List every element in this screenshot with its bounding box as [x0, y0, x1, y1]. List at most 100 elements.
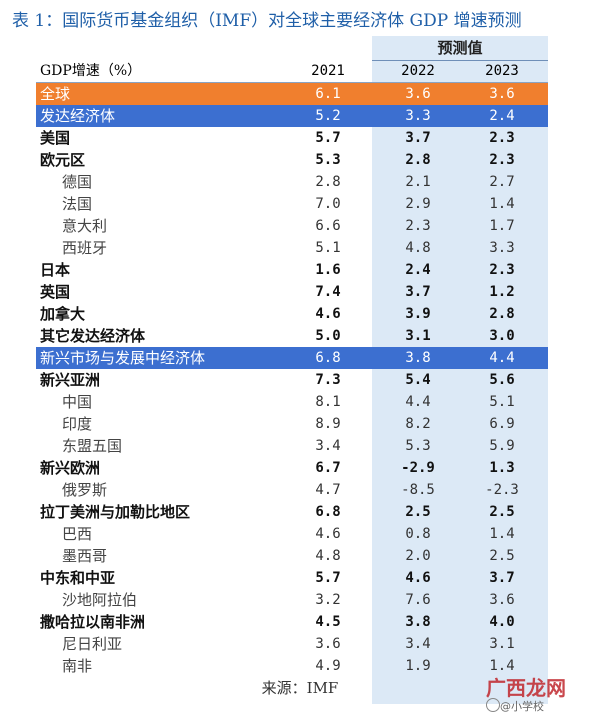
- row-label: 发达经济体: [40, 107, 116, 125]
- forecast-column-background: [372, 36, 548, 704]
- row-label: 日本: [40, 261, 71, 279]
- value-2021: 8.1: [315, 394, 341, 410]
- value-2023: 1.3: [489, 460, 515, 476]
- row-label: 俄罗斯: [62, 481, 108, 499]
- table-row: 印度 8.9 8.2 6.9: [36, 413, 548, 435]
- row-label: 德国: [62, 173, 93, 191]
- value-2023: 1.4: [489, 196, 515, 212]
- value-2023: 5.1: [489, 394, 515, 410]
- value-2023: 1.2: [489, 284, 515, 300]
- table-row: 欧元区 5.3 2.8 2.3: [36, 149, 548, 171]
- table-row: 日本 1.6 2.4 2.3: [36, 259, 548, 281]
- table-body: 全球 6.1 3.6 3.6 发达经济体 5.2 3.3 2.4 美国 5.7 3.7 2.3 欧…: [36, 83, 548, 677]
- value-2021: 5.7: [315, 570, 341, 586]
- value-2022: 3.9: [405, 306, 431, 322]
- value-2021: 5.0: [315, 328, 341, 344]
- forecast-header-divider: [372, 60, 548, 61]
- table-row: 其它发达经济体 5.0 3.1 3.0: [36, 325, 548, 347]
- table-row: 意大利 6.6 2.3 1.7: [36, 215, 548, 237]
- value-2022: 3.8: [405, 350, 431, 366]
- value-2021: 5.7: [315, 130, 341, 146]
- value-2023: 2.5: [489, 504, 515, 520]
- value-2021: 4.9: [315, 658, 341, 674]
- indicator-header: GDP增速（%）: [40, 63, 142, 79]
- source-note: 来源：IMF: [261, 679, 339, 697]
- value-2023: 1.4: [489, 526, 515, 542]
- value-2022: 5.4: [405, 372, 431, 388]
- table-title: 表 1：国际货币基金组织（IMF）对全球主要经济体 GDP 增速预测: [12, 11, 522, 31]
- value-2022: 3.4: [405, 636, 431, 652]
- value-2022: 3.1: [405, 328, 431, 344]
- year-header-2022: 2022: [401, 63, 435, 79]
- watermark-logo-text: 广西龙网: [486, 676, 566, 700]
- value-2021: 7.3: [315, 372, 341, 388]
- table-row: 德国 2.8 2.1 2.7: [36, 171, 548, 193]
- table-row: 西班牙 5.1 4.8 3.3: [36, 237, 548, 259]
- value-2021: 6.8: [315, 504, 341, 520]
- row-label: 巴西: [62, 525, 93, 543]
- table-row: 新兴市场与发展中经济体 6.8 3.8 4.4: [36, 347, 548, 369]
- table-row: 加拿大 4.6 3.9 2.8: [36, 303, 548, 325]
- row-label: 新兴欧洲: [40, 459, 101, 477]
- value-2021: 4.5: [315, 614, 341, 630]
- watermark: 广西龙网 @小学校: [486, 672, 596, 720]
- row-label: 欧元区: [40, 151, 86, 169]
- value-2023: 2.5: [489, 548, 515, 564]
- row-label: 西班牙: [62, 239, 108, 257]
- row-label: 意大利: [62, 217, 108, 235]
- value-2023: 3.7: [489, 570, 515, 586]
- table-row: 英国 7.4 3.7 1.2: [36, 281, 548, 303]
- value-2022: 7.6: [405, 592, 431, 608]
- value-2022: 8.2: [405, 416, 431, 432]
- row-label: 新兴亚洲: [40, 371, 101, 389]
- value-2023: 5.6: [489, 372, 515, 388]
- value-2022: 2.3: [405, 218, 431, 234]
- value-2022: 1.9: [405, 658, 431, 674]
- row-label: 印度: [62, 415, 93, 433]
- value-2021: 5.1: [315, 240, 341, 256]
- table-row: 中国 8.1 4.4 5.1: [36, 391, 548, 413]
- table-row: 俄罗斯 4.7 -8.5 -2.3: [36, 479, 548, 501]
- value-2023: 2.3: [489, 152, 515, 168]
- value-2023: 2.7: [489, 174, 515, 190]
- row-label: 其它发达经济体: [40, 327, 146, 345]
- table-row: 新兴欧洲 6.7 -2.9 1.3: [36, 457, 548, 479]
- table-row: 中东和中亚 5.7 4.6 3.7: [36, 567, 548, 589]
- row-label: 新兴市场与发展中经济体: [40, 349, 206, 367]
- value-2023: 3.6: [489, 592, 515, 608]
- table-row: 全球 6.1 3.6 3.6: [36, 83, 548, 105]
- watermark-seal-icon: [486, 698, 500, 712]
- value-2023: 4.4: [489, 350, 515, 366]
- table-row: 新兴亚洲 7.3 5.4 5.6: [36, 369, 548, 391]
- value-2021: 3.6: [315, 636, 341, 652]
- value-2022: 2.1: [405, 174, 431, 190]
- table-row: 东盟五国 3.4 5.3 5.9: [36, 435, 548, 457]
- value-2022: 2.4: [405, 262, 431, 278]
- row-label: 拉丁美洲与加勒比地区: [40, 503, 191, 521]
- value-2023: 2.3: [489, 130, 515, 146]
- table-row: 发达经济体 5.2 3.3 2.4: [36, 105, 548, 127]
- value-2023: 1.4: [489, 658, 515, 674]
- value-2022: 2.5: [405, 504, 431, 520]
- value-2022: 2.0: [405, 548, 431, 564]
- column-header-row: GDP增速（%） 2021 2022 2023: [36, 60, 548, 83]
- table-row: 巴西 4.6 0.8 1.4: [36, 523, 548, 545]
- value-2023: 3.3: [489, 240, 515, 256]
- value-2022: 4.8: [405, 240, 431, 256]
- value-2021: 2.8: [315, 174, 341, 190]
- value-2021: 6.1: [315, 86, 341, 102]
- row-label: 尼日利亚: [62, 635, 123, 653]
- value-2021: 5.3: [315, 152, 341, 168]
- row-label: 沙地阿拉伯: [62, 591, 138, 609]
- year-header-2023: 2023: [485, 63, 519, 79]
- value-2021: 1.6: [315, 262, 341, 278]
- table-row: 南非 4.9 1.9 1.4: [36, 655, 548, 677]
- value-2022: 5.3: [405, 438, 431, 454]
- value-2023: -2.3: [485, 482, 519, 498]
- value-2023: 5.9: [489, 438, 515, 454]
- value-2023: 4.0: [489, 614, 515, 630]
- row-label: 南非: [62, 657, 93, 675]
- value-2022: 3.8: [405, 614, 431, 630]
- value-2021: 5.2: [315, 108, 341, 124]
- value-2022: 3.7: [405, 284, 431, 300]
